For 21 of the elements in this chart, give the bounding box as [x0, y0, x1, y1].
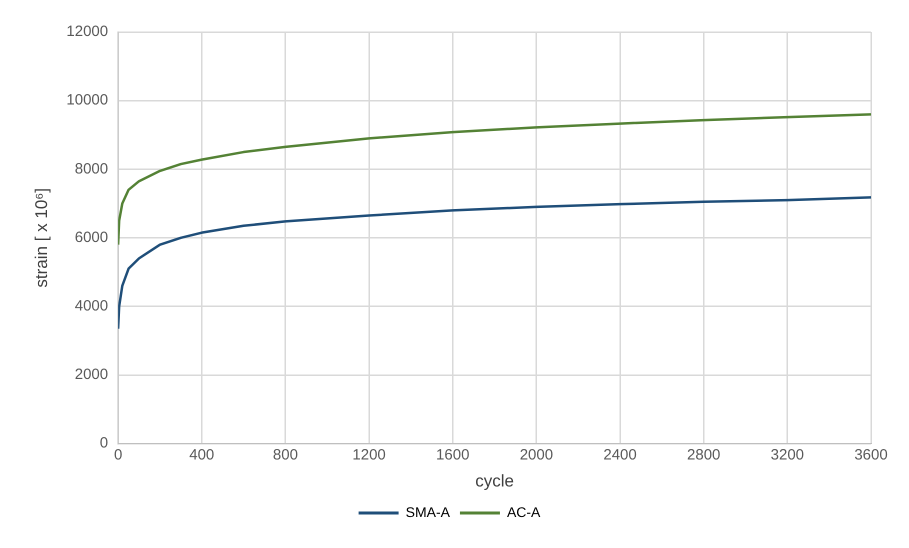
y-tick-label: 6000 — [74, 228, 108, 246]
x-tick-label: 800 — [272, 446, 298, 464]
x-tick-label: 1600 — [436, 446, 470, 464]
x-axis-title: cycle — [475, 471, 514, 490]
x-tick-label: 400 — [189, 446, 214, 464]
x-tick-label: 2800 — [687, 446, 720, 464]
y-axis-title: strain [ x 10⁶] — [32, 188, 51, 288]
legend-label: AC-A — [506, 504, 542, 520]
y-tick-label: 4000 — [74, 298, 108, 315]
x-tick-label: 3600 — [854, 446, 888, 464]
legend-label: SMA-A — [406, 504, 451, 520]
x-tick-label: 2400 — [603, 446, 637, 464]
x-tick-label: 2000 — [520, 446, 554, 464]
y-tick-label: 8000 — [74, 160, 108, 178]
y-tick-label: 0 — [100, 434, 108, 452]
y-tick-label: 10000 — [66, 92, 108, 109]
x-tick-label: 1200 — [352, 446, 386, 464]
y-tick-label: 12000 — [66, 23, 108, 40]
x-tick-label: 3200 — [770, 446, 804, 464]
x-tick-label: 0 — [114, 446, 122, 464]
y-tick-label: 2000 — [74, 366, 108, 384]
